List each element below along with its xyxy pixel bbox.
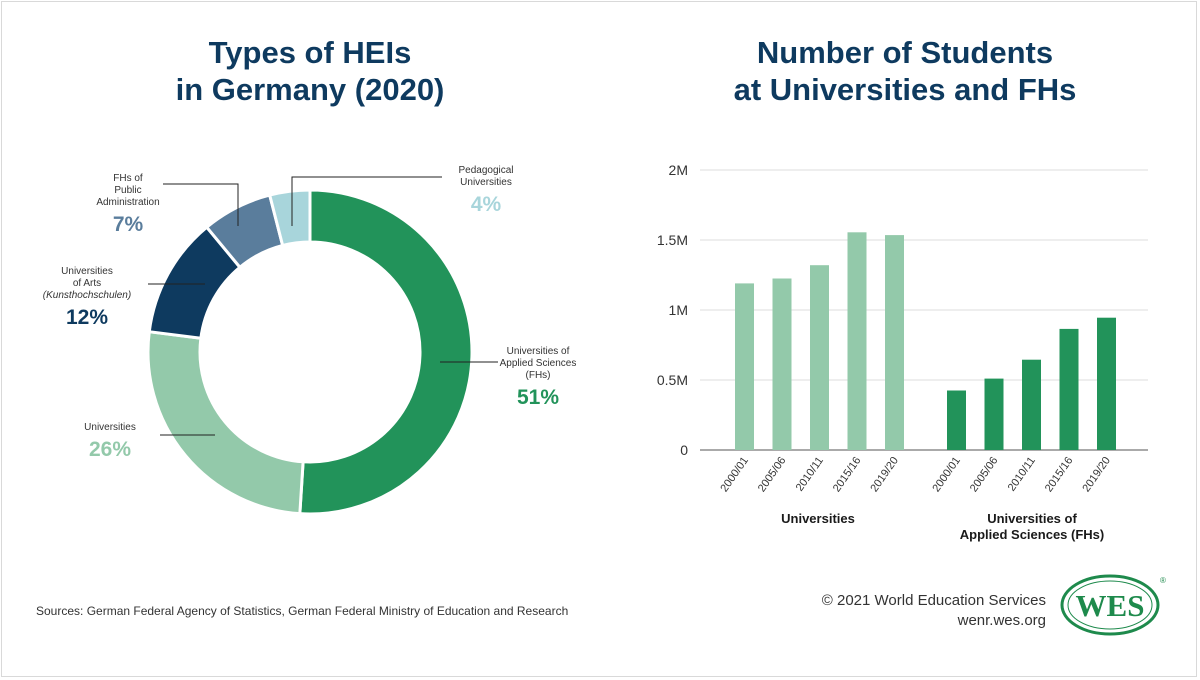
slice-label-arts-line1: Universities bbox=[61, 266, 113, 277]
bar-universities-of-applied-sciences-fhs-2019-20 bbox=[1097, 317, 1116, 450]
bar-group-label-fh-line2: Applied Sciences (FHs) bbox=[959, 527, 1105, 542]
bar-universities-of-applied-sciences-fhs-2005-06 bbox=[984, 378, 1004, 450]
wes-logo-ring bbox=[1060, 574, 1160, 636]
donut-title-line1: Types of HEIs bbox=[208, 35, 412, 70]
wes-logo-registered-mark: ® bbox=[1160, 576, 1166, 585]
slice-pct-arts: 12% bbox=[65, 306, 109, 329]
x-tick-label: 2019/20 bbox=[1080, 455, 1113, 494]
leader-line-pubadmin bbox=[163, 183, 239, 226]
slice-label-fh-line3: (FHs) bbox=[525, 370, 551, 381]
bar-chart-title: Number of Students at Universities and F… bbox=[650, 34, 1160, 108]
copyright-block: © 2021 World Education Services wenr.wes… bbox=[822, 591, 1046, 631]
donut-title-line2: in Germany (2020) bbox=[175, 72, 445, 107]
bar-universities-2010-11 bbox=[810, 265, 829, 450]
slice-label-arts-line3: (Kunsthochschulen) bbox=[42, 290, 132, 301]
x-tick-label: 2015/16 bbox=[831, 455, 864, 494]
slice-label-univ: Universities 26% bbox=[60, 422, 160, 463]
bar-universities-2000-01 bbox=[735, 283, 754, 450]
sources-note: Sources: German Federal Agency of Statis… bbox=[36, 604, 569, 618]
slice-label-pubadmin-line3: Administration bbox=[96, 197, 160, 208]
slice-label-univ-line1: Universities bbox=[84, 422, 136, 433]
x-tick-label: 2005/06 bbox=[756, 455, 789, 494]
donut-slice-pedagogical-universities bbox=[267, 188, 312, 248]
slice-pct-fh: 51% bbox=[516, 386, 560, 409]
wes-logo-text: WES bbox=[1076, 588, 1145, 623]
y-tick-label: 0.5M bbox=[657, 372, 688, 388]
y-tick-label: 1M bbox=[669, 302, 688, 318]
leader-line-pedagog bbox=[291, 176, 442, 226]
x-tick-label: 2005/06 bbox=[968, 455, 1001, 494]
bar-title-line1: Number of Students bbox=[756, 35, 1054, 70]
bar-universities-of-applied-sciences-fhs-2010-11 bbox=[1022, 359, 1041, 450]
x-tick-label: 2010/11 bbox=[794, 455, 826, 494]
slice-label-pubadmin: FHs of Public Administration 7% bbox=[80, 173, 176, 238]
bar-universities-2015-16 bbox=[847, 232, 867, 450]
bar-group-label-fh: Universities of Applied Sciences (FHs) bbox=[930, 511, 1134, 543]
slice-label-arts: Universities of Arts (Kunsthochschulen) … bbox=[22, 266, 152, 331]
slice-label-arts-line2: of Arts bbox=[72, 278, 102, 289]
x-tick-label: 2000/01 bbox=[718, 455, 751, 494]
x-tick-label: 2015/16 bbox=[1043, 455, 1076, 494]
slice-label-pedagog: Pedagogical Universities 4% bbox=[436, 165, 536, 218]
x-tick-label: 2019/20 bbox=[868, 455, 901, 494]
slice-label-fh-line2: Applied Sciences bbox=[499, 358, 577, 369]
y-tick-label: 1.5M bbox=[657, 232, 688, 248]
slice-label-fh: Universities of Applied Sciences (FHs) 5… bbox=[470, 346, 606, 411]
slice-label-pedagog-line1: Pedagogical bbox=[458, 165, 514, 176]
x-tick-label: 2010/11 bbox=[1006, 455, 1038, 494]
bar-title-line2: at Universities and FHs bbox=[733, 72, 1077, 107]
wes-logo: WES ® bbox=[1060, 574, 1166, 636]
slice-pct-univ: 26% bbox=[88, 438, 132, 461]
slice-pct-pubadmin: 7% bbox=[112, 213, 144, 236]
slice-label-pubadmin-line1: FHs of bbox=[113, 173, 143, 184]
slice-label-pubadmin-line2: Public bbox=[114, 185, 142, 196]
bar-universities-2019-20 bbox=[885, 235, 904, 450]
bar-group-label-fh-line1: Universities of bbox=[987, 511, 1077, 526]
copyright-text: © 2021 World Education Services bbox=[821, 592, 1046, 609]
x-tick-label: 2000/01 bbox=[930, 455, 963, 494]
slice-label-fh-line1: Universities of bbox=[506, 346, 570, 357]
bar-universities-of-applied-sciences-fhs-2015-16 bbox=[1059, 328, 1079, 450]
donut-slice-universities-of-applied-sciences-fhs bbox=[298, 188, 474, 516]
y-tick-label: 2M bbox=[669, 162, 688, 178]
bar-universities-2005-06 bbox=[772, 278, 792, 450]
slice-pct-pedagog: 4% bbox=[470, 193, 502, 216]
donut-chart bbox=[146, 176, 498, 516]
bar-universities-of-applied-sciences-fhs-2000-01 bbox=[947, 390, 966, 450]
site-url: wenr.wes.org bbox=[957, 612, 1046, 629]
slice-label-pedagog-line2: Universities bbox=[460, 177, 512, 188]
wes-logo-inner-ring bbox=[1067, 580, 1153, 630]
y-tick-label: 0 bbox=[680, 442, 688, 458]
donut-chart-title: Types of HEIs in Germany (2020) bbox=[60, 34, 560, 108]
bar-group-label-universities: Universities bbox=[781, 511, 855, 526]
